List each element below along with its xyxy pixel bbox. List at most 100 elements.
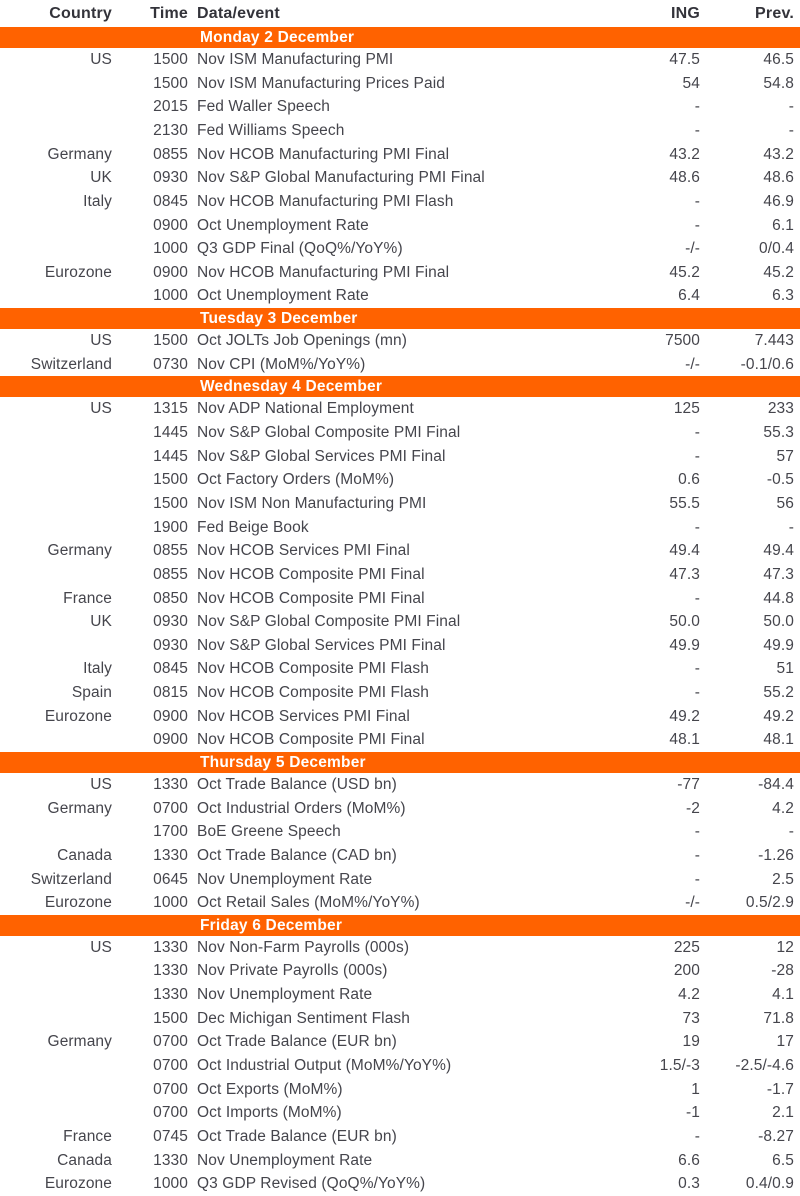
country-cell [0,95,112,119]
ing-cell: - [694,216,700,234]
event-cell: Nov HCOB Composite PMI Final [197,589,425,607]
date-band: Friday 6 December [0,914,800,936]
table-row: Italy 0845 Nov HCOB Composite PMI Flash - 51 [0,657,800,681]
event-cell: Nov ISM Manufacturing PMI [197,51,394,69]
ing-cell: 47.5 [669,51,700,69]
country-cell [0,421,112,445]
time-cell: 2130 [153,121,188,139]
ing-cell: 47.3 [669,565,700,583]
table-row: US 1330 Oct Trade Balance (USD bn) -77 -84.4 [0,773,800,797]
time-cell: 0855 [153,145,188,163]
country-cell [0,728,112,752]
event-cell: Nov S&P Global Services PMI Final [197,447,446,465]
table-row: UK 0930 Nov S&P Global Composite PMI Final… [0,610,800,634]
country-cell [0,72,112,96]
event-cell: Oct Trade Balance (EUR bn) [197,1033,397,1051]
event-cell: Nov HCOB Composite PMI Flash [197,684,429,702]
ing-cell: 125 [673,400,700,418]
prev-cell: 56 [776,494,794,512]
event-cell: Nov HCOB Composite PMI Final [197,565,425,583]
event-cell: Oct JOLTs Job Openings (mn) [197,332,408,350]
time-cell: 1000 [153,240,188,258]
country-cell: Spain [71,684,112,702]
prev-cell: 6.3 [772,287,794,305]
table-row: 1500 Nov ISM Manufacturing Prices Paid 54 5… [0,72,800,96]
prev-cell: 57 [776,447,794,465]
event-cell: Nov S&P Global Services PMI Final [197,636,446,654]
country-cell: UK [90,613,112,631]
event-cell: Fed Williams Speech [197,121,345,139]
prev-cell: 7.443 [754,332,794,350]
prev-cell: 49.4 [763,542,794,560]
time-cell: 0745 [153,1127,188,1145]
time-cell: 1330 [153,986,188,1004]
prev-cell: 46.9 [763,192,794,210]
ing-cell: -1 [686,1104,700,1122]
prev-cell: -28 [771,962,794,980]
event-cell: Oct Imports (MoM%) [197,1104,342,1122]
ing-cell: 1 [691,1080,700,1098]
event-cell: Nov HCOB Composite PMI Flash [197,660,429,678]
country-cell [0,213,112,237]
event-cell: Nov HCOB Services PMI Final [197,542,410,560]
country-cell: Germany [47,542,112,560]
country-cell [0,516,112,540]
table-row: 0855 Nov HCOB Composite PMI Final 47.3 47.3 [0,563,800,587]
table-row: 1900 Fed Beige Book - - [0,516,800,540]
table-row: Canada 1330 Nov Unemployment Rate 6.6 6.5 [0,1149,800,1173]
ing-cell: 55.5 [669,494,700,512]
ing-cell: - [694,823,700,841]
event-cell: Oct Unemployment Rate [197,216,369,234]
time-cell: 1000 [153,287,188,305]
prev-cell: 233 [767,400,794,418]
country-cell: Eurozone [44,894,112,912]
table-row: US 1315 Nov ADP National Employment 125 233 [0,397,800,421]
ing-cell: - [694,660,700,678]
event-cell: Nov HCOB Manufacturing PMI Final [197,263,450,281]
ing-cell: 200 [673,962,700,980]
table-row: Eurozone 1000 Q3 GDP Revised (QoQ%/YoY%) 0.… [0,1172,800,1196]
event-cell: Nov Unemployment Rate [197,1151,373,1169]
table-row: 1330 Nov Private Payrolls (000s) 200 -28 [0,959,800,983]
ing-cell: - [694,447,700,465]
time-cell: 0900 [153,731,188,749]
country-cell [0,820,112,844]
prev-cell: 55.2 [763,684,794,702]
prev-cell: 48.6 [763,169,794,187]
ing-cell: -/- [685,894,700,912]
time-cell: 0855 [153,542,188,560]
date-band-label: Tuesday 3 December [0,308,800,330]
prev-cell: 49.2 [763,707,794,725]
table-row: UK 0930 Nov S&P Global Manufacturing PMI F… [0,166,800,190]
time-cell: 0930 [153,169,188,187]
event-cell: Nov CPI (MoM%/YoY%) [197,355,366,373]
time-cell: 0850 [153,589,188,607]
ing-cell: - [694,870,700,888]
prev-cell: -2.5/-4.6 [735,1057,794,1075]
table-row: 0700 Oct Exports (MoM%) 1 -1.7 [0,1078,800,1102]
ing-cell: 19 [682,1033,700,1051]
ing-cell: 1.5/-3 [659,1057,700,1075]
event-cell: Nov HCOB Services PMI Final [197,707,410,725]
time-cell: 0845 [153,660,188,678]
country-cell [0,1078,112,1102]
time-cell: 0645 [153,870,188,888]
prev-cell: - [788,518,794,536]
ing-cell: - [694,518,700,536]
table-row: 0930 Nov S&P Global Services PMI Final 49.… [0,634,800,658]
time-cell: 1000 [153,1175,188,1193]
country-cell [0,492,112,516]
time-cell: 0700 [153,1080,188,1098]
country-cell: UK [90,169,112,187]
country-cell: US [90,938,112,956]
column-header-ing: ING [670,4,700,22]
ing-cell: 48.1 [669,731,700,749]
date-band: Monday 2 December [0,27,800,48]
table-row: 0700 Oct Imports (MoM%) -1 2.1 [0,1101,800,1125]
prev-cell: -1.26 [758,846,794,864]
country-cell: Italy [83,192,112,210]
ing-cell: - [694,1127,700,1145]
date-band: Thursday 5 December [0,751,800,773]
prev-cell: 4.1 [772,986,794,1004]
